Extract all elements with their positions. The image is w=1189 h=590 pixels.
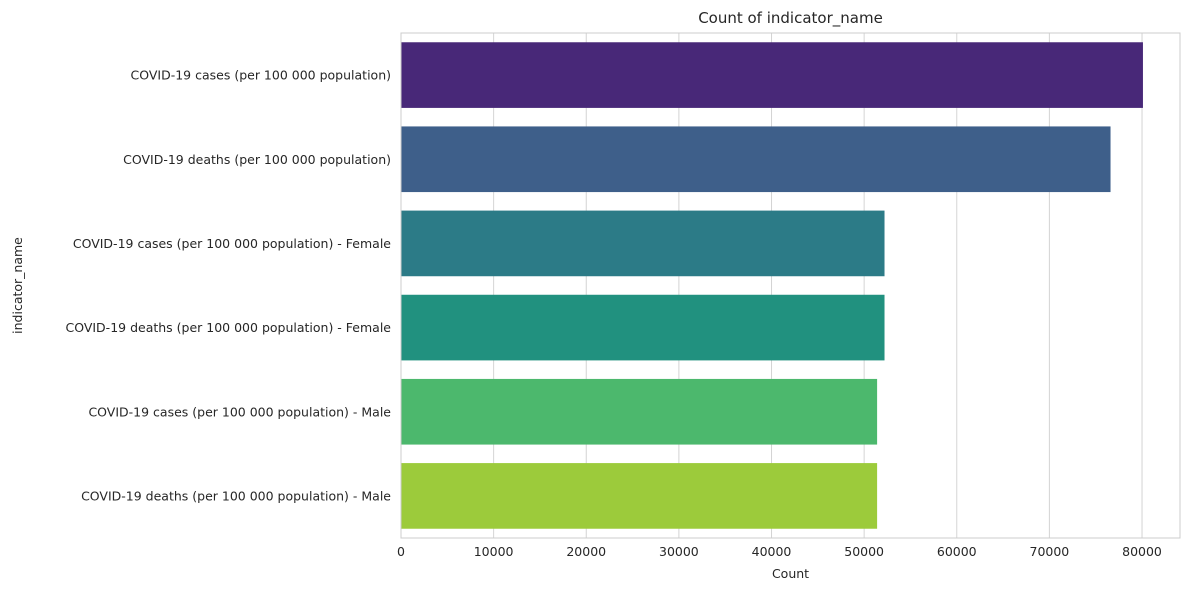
x-tick-label: 80000: [1122, 544, 1162, 559]
x-tick-label: 50000: [844, 544, 884, 559]
x-tick-label: 10000: [474, 544, 514, 559]
x-tick-label: 70000: [1030, 544, 1070, 559]
category-label: COVID-19 cases (per 100 000 population) …: [73, 236, 391, 251]
grid-lines: [400, 33, 1143, 538]
x-axis-label: Count: [772, 566, 809, 581]
category-label: COVID-19 cases (per 100 000 population): [131, 68, 392, 83]
x-tick-label: 30000: [659, 544, 699, 559]
x-tick-label: 60000: [937, 544, 977, 559]
category-labels: COVID-19 cases (per 100 000 population) C…: [65, 68, 391, 504]
category-label: COVID-19 deaths (per 100 000 population)…: [65, 320, 391, 335]
chart-title: Count of indicator_name: [698, 9, 883, 28]
bar: [401, 42, 1143, 108]
bars: [401, 42, 1143, 529]
category-label: COVID-19 deaths (per 100 000 population)…: [81, 488, 391, 503]
bar: [401, 463, 878, 529]
bar: [401, 378, 878, 445]
category-label: COVID-19 deaths (per 100 000 population): [123, 152, 391, 167]
plot-frame: [400, 32, 1181, 539]
y-axis-label: indicator_name: [10, 237, 25, 334]
x-tick-label: 20000: [566, 544, 606, 559]
x-tick-labels: 0 10000 20000 30000 40000 50000 60000 70000 8000…: [397, 544, 1162, 559]
x-tick-label: 0: [397, 544, 405, 559]
x-tick-label: 40000: [752, 544, 792, 559]
bar: [401, 126, 1111, 193]
bar: [401, 294, 885, 361]
category-label: COVID-19 cases (per 100 000 population) …: [88, 404, 391, 419]
bar: [401, 210, 885, 277]
